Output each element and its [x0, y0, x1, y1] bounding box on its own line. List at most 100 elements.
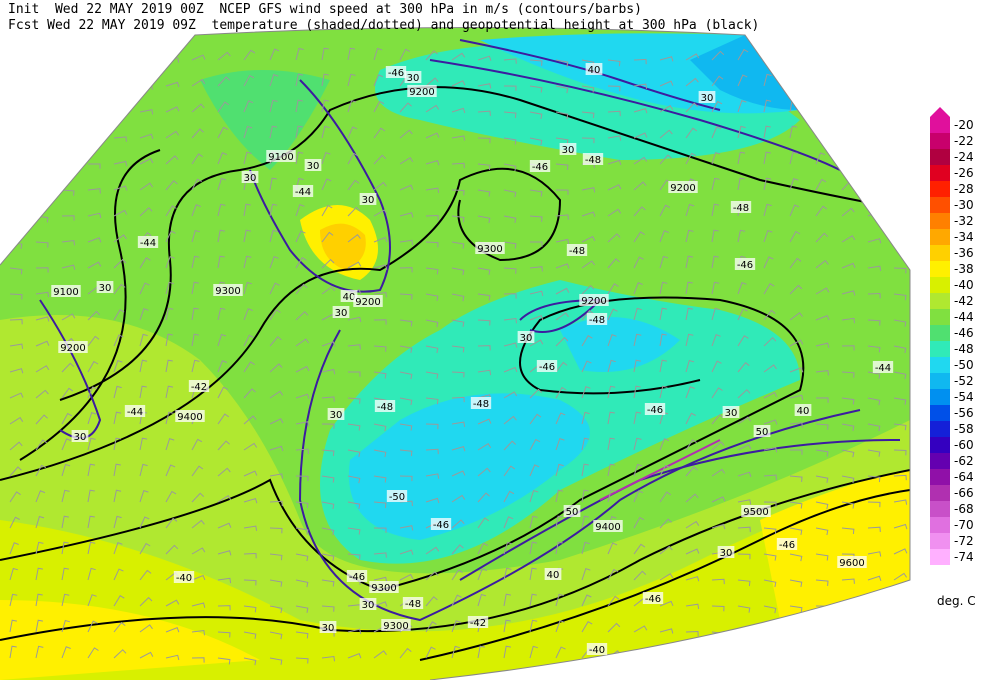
barb: [425, 646, 436, 659]
contour-label: 40: [547, 570, 560, 581]
contour-label: 9200: [355, 297, 380, 308]
barb: [373, 264, 388, 270]
barb: [87, 515, 95, 529]
barb: [867, 74, 878, 87]
label-bg: [717, 546, 735, 558]
barb: [35, 567, 43, 581]
barb: [815, 527, 829, 536]
barb: [763, 605, 777, 614]
barb: [139, 333, 148, 347]
barb: [607, 59, 621, 67]
barb: [763, 391, 778, 399]
barb: [451, 267, 465, 276]
barb: [841, 423, 855, 431]
barb: [87, 411, 97, 425]
barb: [737, 444, 752, 451]
barb: [165, 627, 180, 633]
barb: [789, 605, 803, 613]
contour-label: 9400: [595, 522, 620, 533]
barb: [711, 441, 725, 451]
contour-label: 9500: [743, 507, 768, 518]
barb: [451, 241, 465, 249]
barb: [139, 516, 150, 529]
label-bg: [213, 284, 243, 296]
label-bg: [241, 171, 259, 183]
barb: [477, 83, 492, 89]
barb: [139, 359, 148, 373]
barb: [165, 654, 180, 661]
barb: [347, 126, 358, 139]
barb: [841, 651, 856, 659]
barb: [867, 182, 882, 191]
barb: [607, 258, 620, 269]
barb: [295, 553, 309, 562]
barb: [191, 178, 202, 191]
colorbar-label: -32: [954, 214, 974, 228]
barb: [815, 553, 829, 561]
barb: [685, 229, 694, 243]
barb: [503, 465, 516, 477]
barb: [737, 48, 749, 61]
barb: [815, 475, 829, 483]
contour-label: -40: [589, 645, 605, 656]
barb: [139, 569, 152, 581]
label-bg: [430, 518, 452, 530]
label-bg: [470, 397, 492, 409]
barb: [191, 307, 199, 321]
barb: [867, 551, 882, 557]
barb: [139, 463, 148, 477]
barb: [763, 125, 771, 139]
barb: [243, 361, 255, 373]
barb: [763, 283, 775, 295]
barb: [9, 189, 23, 198]
barb: [711, 126, 722, 139]
barb: [113, 649, 127, 659]
barb: [477, 163, 491, 171]
barb: [841, 100, 852, 113]
barb: [295, 393, 310, 399]
barb: [477, 418, 492, 425]
barb: [425, 293, 439, 301]
barb: [893, 499, 908, 505]
barb: [9, 392, 24, 399]
height-contours: [0, 86, 910, 661]
barb: [191, 657, 205, 663]
barb: [789, 501, 803, 509]
barb: [321, 125, 330, 139]
barb: [139, 257, 151, 269]
barb: [61, 111, 75, 120]
barb: [711, 75, 724, 87]
barb: [763, 203, 772, 217]
barb: [581, 463, 589, 477]
barb: [867, 238, 882, 244]
barb: [867, 265, 882, 271]
barb: [815, 47, 823, 61]
barb: [477, 443, 492, 451]
barb: [243, 605, 257, 613]
barb: [607, 85, 621, 92]
barb: [503, 189, 517, 198]
barb: [321, 423, 335, 429]
barb: [243, 74, 255, 87]
contour-label: 30: [335, 308, 348, 319]
barb: [451, 371, 465, 378]
barb: [841, 449, 855, 458]
barb: [373, 291, 387, 298]
barb: [659, 80, 674, 87]
barb: [399, 475, 413, 482]
barb: [789, 125, 798, 139]
barb: [841, 153, 853, 165]
barb: [659, 545, 673, 555]
colorbar-swatch: [930, 117, 950, 133]
barb: [633, 181, 647, 191]
contour-label: -50: [389, 492, 405, 503]
colorbar-swatch: [930, 437, 950, 453]
contour-label: 9300: [215, 286, 240, 297]
barb: [685, 203, 695, 217]
barb: [61, 489, 70, 503]
contour-label: -46: [737, 260, 753, 271]
colorbar-label: -30: [954, 198, 974, 212]
barb: [113, 136, 127, 142]
barb: [867, 501, 881, 508]
label-bg: [668, 181, 698, 193]
